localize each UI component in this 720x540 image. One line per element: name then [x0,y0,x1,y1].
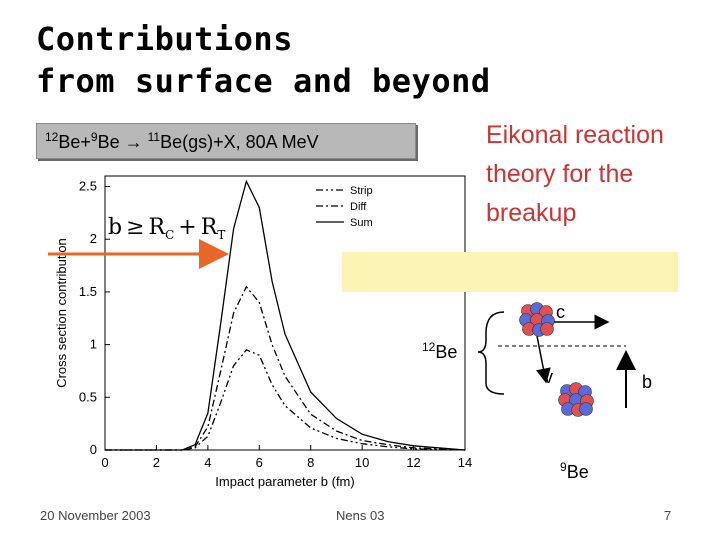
chart-axes: 0 2 4 6 8 10 12 14 0 0.5 1 1.5 2 2.5 Impact parameter … [54,175,472,489]
series-line-sum [105,179,466,451]
y-axis-label: Cross section contribution [54,238,69,388]
reaction-label: 12Be+9Be → 11Be(gs)+X, 80A MeV [36,123,416,159]
series-line-strip [105,349,466,451]
footer-page-number: 7 [664,508,672,523]
x-axis-label: Impact parameter b (fm) [215,474,354,489]
nucleon [540,322,554,336]
x-tick-label: 8 [307,455,314,470]
footer-date: 20 November 2003 [40,508,151,523]
x-tick-label: 12 [406,455,420,470]
x-tick-label: 10 [355,455,369,470]
legend-label-strip: Strip [350,185,373,197]
eikonal-theory-text: Eikonal reaction theory for the breakup [486,121,664,227]
label-be12: 12Be [422,340,458,362]
x-tick-label: 4 [204,455,211,470]
plot-frame [104,175,466,451]
footer-conference: Nens 03 [336,508,385,523]
chart-svg: 0 2 4 6 8 10 12 14 0 0.5 1 1.5 2 2.5 Impact parameter … [50,160,490,500]
legend-label-diff: Diff [350,201,367,213]
y-tick-label: 2.5 [79,179,97,194]
chart-legend: Strip Diff Sum [316,185,373,229]
label-b: b [642,372,653,392]
be9-target-nucleus [558,382,594,417]
y-tick-label: 0.5 [79,389,97,404]
title-line-2: from surface and beyond [36,62,491,100]
series-line-diff [105,285,466,451]
curly-brace [477,311,505,395]
v-arrow [536,335,551,384]
slide-title: Contributions from surface and beyond [36,18,491,102]
breakup-condition-formula: b ≥ RC + RT [108,215,225,242]
chart-series [105,179,466,451]
y-tick-label: 2 [90,231,97,246]
label-v: v [544,367,553,387]
title-line-1: Contributions [36,20,293,58]
legend-label-sum: Sum [350,217,373,229]
x-tick-label: 0 [101,455,108,470]
y-tick-label: 1 [90,337,97,352]
chart-background [50,160,490,500]
label-c: c [556,302,565,322]
x-tick-label: 14 [458,455,472,470]
y-tick-label: 1.5 [79,284,97,299]
label-be9: 9Be [560,460,589,482]
be11-core-nucleus [519,302,555,337]
highlight-box [342,252,678,292]
arrow-icon: → [124,132,143,152]
x-tick-label: 2 [153,455,160,470]
nucleon [579,402,593,416]
y-tick-label: 0 [90,442,97,457]
cross-section-chart: 0 2 4 6 8 10 12 14 0 0.5 1 1.5 2 2.5 Impact parameter … [50,160,490,500]
x-tick-label: 6 [256,455,263,470]
